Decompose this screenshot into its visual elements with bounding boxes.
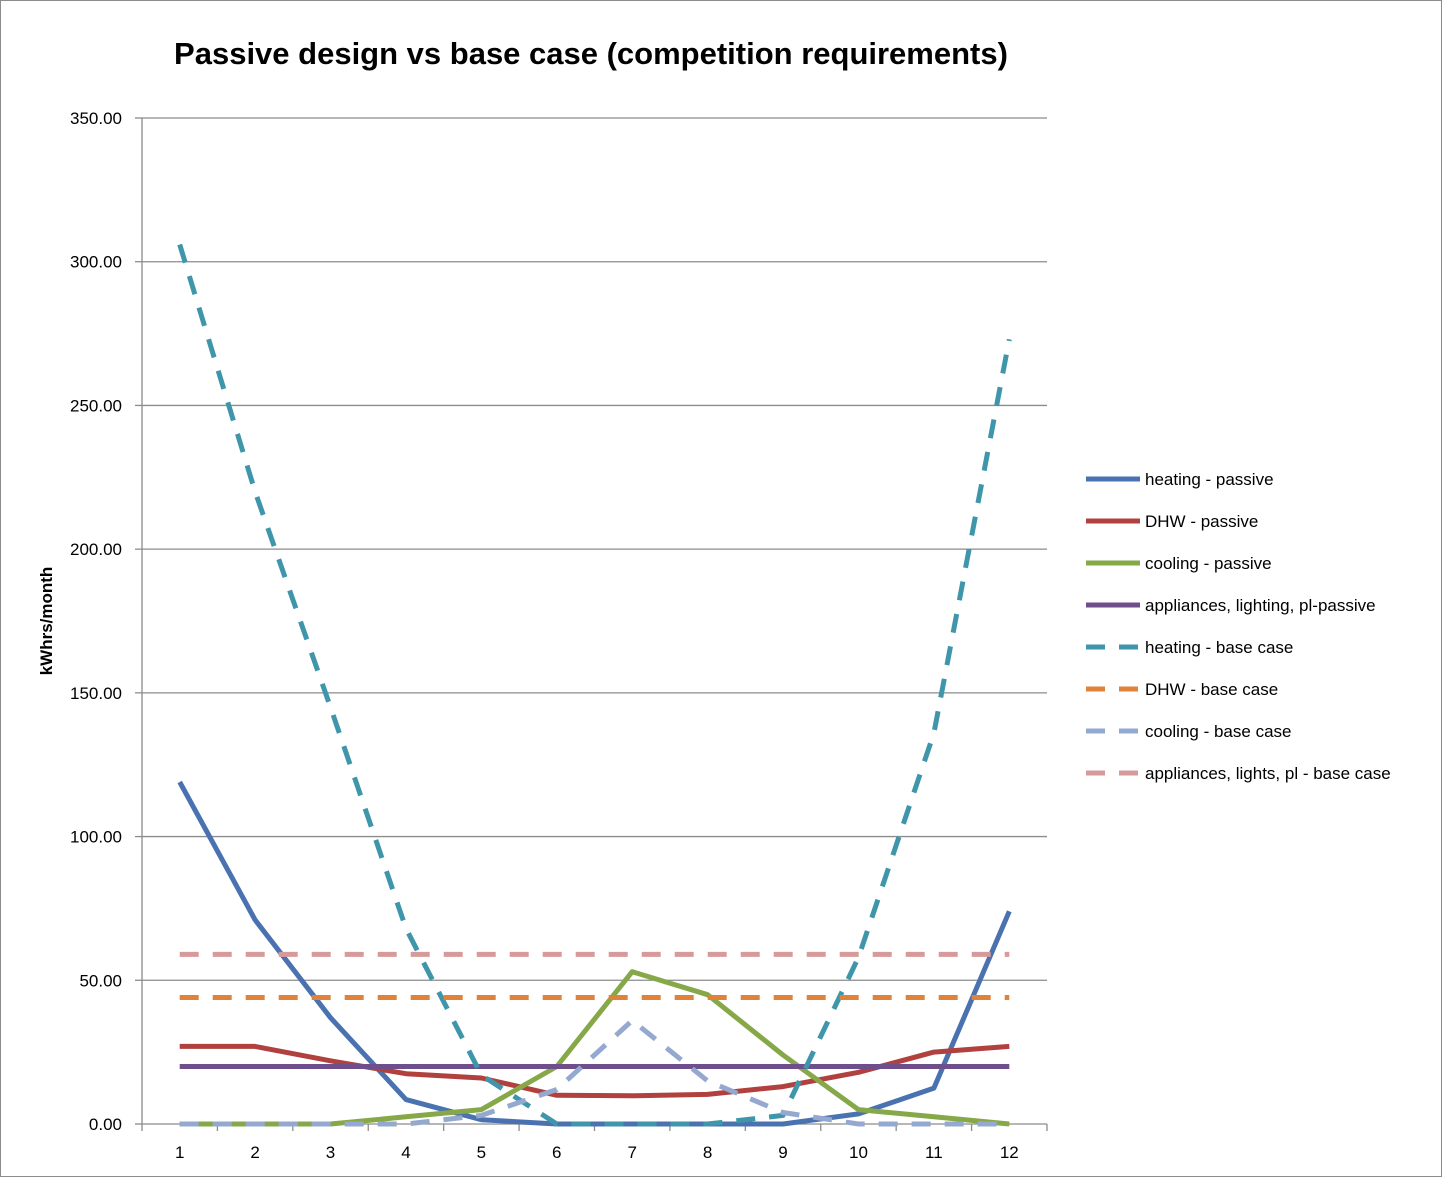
x-tick-label: 4 bbox=[401, 1143, 410, 1162]
legend-label: cooling - passive bbox=[1145, 554, 1272, 573]
y-tick-label: 0.00 bbox=[89, 1115, 122, 1134]
x-tick-label: 8 bbox=[703, 1143, 712, 1162]
legend-label: appliances, lighting, pl-passive bbox=[1145, 596, 1376, 615]
series-line-3 bbox=[179, 969, 1010, 1127]
gridlines bbox=[142, 117, 1047, 981]
y-axis-label: kWhrs/month bbox=[37, 567, 56, 676]
x-tick-label: 3 bbox=[326, 1143, 335, 1162]
legend-label: heating - base case bbox=[1145, 638, 1293, 657]
x-tick-label: 11 bbox=[925, 1143, 943, 1162]
y-tick-label: 100.00 bbox=[70, 828, 122, 847]
series-line-7 bbox=[179, 1018, 1010, 1127]
x-tick-label: 2 bbox=[250, 1143, 259, 1162]
x-tick-label: 1 bbox=[175, 1143, 184, 1162]
y-tick-label: 250.00 bbox=[70, 396, 122, 415]
legend-label: heating - passive bbox=[1145, 470, 1274, 489]
legend-label: cooling - base case bbox=[1145, 722, 1291, 741]
legend-label: DHW - base case bbox=[1145, 680, 1278, 699]
y-tick-label: 50.00 bbox=[79, 971, 122, 990]
legend: heating - passive DHW - passive cooling - … bbox=[1086, 470, 1391, 783]
x-tick-label: 9 bbox=[778, 1143, 787, 1162]
chart-title: Passive design vs base case (competition… bbox=[174, 36, 1008, 71]
y-tick-label: 150.00 bbox=[70, 684, 122, 703]
legend-label: DHW - passive bbox=[1145, 512, 1258, 531]
series-line-5 bbox=[177, 243, 1012, 1127]
x-tick-label: 12 bbox=[1000, 1143, 1019, 1162]
legend-label: appliances, lights, pl - base case bbox=[1145, 764, 1391, 783]
y-tick-label: 200.00 bbox=[70, 540, 122, 559]
y-tick-label: 300.00 bbox=[70, 253, 122, 272]
x-tick-label: 5 bbox=[477, 1143, 486, 1162]
x-tick-label: 10 bbox=[849, 1143, 868, 1162]
x-tick-label: 7 bbox=[627, 1143, 636, 1162]
x-tick-label: 6 bbox=[552, 1143, 561, 1162]
axes: 0.00 50.00 100.00 150.00 200.00 250.00 300.00 3… bbox=[70, 109, 1048, 1162]
series-group bbox=[177, 243, 1012, 1127]
y-tick-label: 350.00 bbox=[70, 109, 122, 128]
